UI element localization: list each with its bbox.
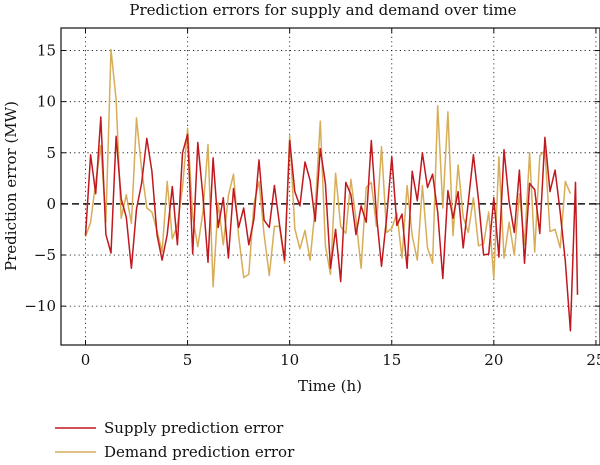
y-tick-label: 10 [37, 93, 56, 111]
legend-label-demand: Demand prediction error [104, 443, 295, 461]
y-tick-label: −10 [24, 297, 56, 315]
x-tick-label: 25 [586, 351, 600, 369]
x-tick-label: 10 [280, 351, 299, 369]
grid-layer [61, 28, 600, 345]
series-layer [84, 48, 579, 332]
x-tick-label: 15 [382, 351, 401, 369]
x-tick-label: 20 [484, 351, 503, 369]
plot-area [60, 27, 600, 346]
y-axis-ticks: −10 −5 0 5 10 15 [24, 41, 600, 315]
plot-frame [60, 27, 600, 346]
chart-title: Prediction errors for supply and demand … [129, 1, 516, 19]
legend-label-supply: Supply prediction error [104, 419, 284, 437]
y-tick-label: 0 [46, 195, 56, 213]
x-axis-label: Time (h) [298, 377, 362, 395]
x-tick-label: 0 [81, 351, 91, 369]
x-axis-ticks: 0 5 10 15 20 25 [81, 28, 600, 369]
y-tick-label: −5 [34, 246, 56, 264]
y-axis-label: Prediction error (MW) [2, 101, 20, 271]
x-tick-label: 5 [183, 351, 193, 369]
y-tick-label: 5 [46, 144, 56, 162]
y-tick-label: 15 [37, 41, 56, 59]
legend: Supply prediction error Demand predictio… [55, 419, 295, 461]
supply-series-line [84, 116, 579, 332]
demand-series-line [84, 48, 572, 288]
